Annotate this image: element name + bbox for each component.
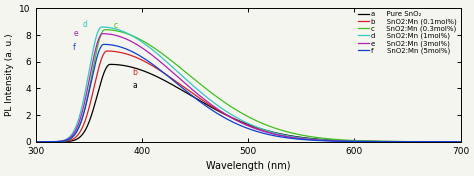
a     Pure SnO₂ <box>228 116 234 118</box>
e     SnO2:Mn (3mol%) <box>240 122 246 124</box>
Line: c     SnO2:Mn (0.3mol%): c SnO2:Mn (0.3mol%) <box>36 30 461 142</box>
Y-axis label: PL Intensity (a. u.): PL Intensity (a. u.) <box>5 34 14 116</box>
X-axis label: Wavelength (nm): Wavelength (nm) <box>206 161 291 171</box>
Line: a     Pure SnO₂: a Pure SnO₂ <box>36 64 461 142</box>
d     SnO2:Mn (1mol%) <box>228 113 234 115</box>
c     SnO2:Mn (0.3mol%) <box>228 106 234 108</box>
e     SnO2:Mn (3mol%) <box>100 33 106 35</box>
d     SnO2:Mn (1mol%) <box>446 141 451 143</box>
b     SnO2:Mn (0.1mol%) <box>446 141 451 143</box>
Text: e: e <box>74 29 78 38</box>
Text: a: a <box>132 81 137 90</box>
b     SnO2:Mn (0.1mol%) <box>446 141 451 143</box>
Legend: a     Pure SnO₂, b     SnO2:Mn (0.1mol%), c     SnO2:Mn (0.3mol%), d     SnO2:Mn: a Pure SnO₂, b SnO2:Mn (0.1mol%), c SnO2… <box>357 11 457 55</box>
b     SnO2:Mn (0.1mol%) <box>228 117 234 119</box>
e     SnO2:Mn (3mol%) <box>367 140 373 143</box>
f      SnO2:Mn (5mol%) <box>446 141 451 143</box>
e     SnO2:Mn (3mol%) <box>446 141 451 143</box>
e     SnO2:Mn (3mol%) <box>446 141 451 143</box>
e     SnO2:Mn (3mol%) <box>228 117 234 119</box>
b     SnO2:Mn (0.1mol%) <box>367 140 373 143</box>
c     SnO2:Mn (0.3mol%) <box>367 140 373 142</box>
Text: b: b <box>132 68 137 77</box>
a     Pure SnO₂ <box>33 141 38 143</box>
d     SnO2:Mn (1mol%) <box>33 141 38 143</box>
f      SnO2:Mn (5mol%) <box>367 141 373 143</box>
f      SnO2:Mn (5mol%) <box>240 125 246 127</box>
c     SnO2:Mn (0.3mol%) <box>446 141 451 143</box>
a     Pure SnO₂ <box>240 121 246 123</box>
b     SnO2:Mn (0.1mol%) <box>55 141 60 143</box>
a     Pure SnO₂ <box>55 141 60 143</box>
a     Pure SnO₂ <box>446 141 451 143</box>
d     SnO2:Mn (1mol%) <box>446 141 451 143</box>
f      SnO2:Mn (5mol%) <box>33 141 38 143</box>
d     SnO2:Mn (1mol%) <box>99 26 104 28</box>
a     Pure SnO₂ <box>367 140 373 142</box>
f      SnO2:Mn (5mol%) <box>55 140 60 143</box>
Line: d     SnO2:Mn (1mol%): d SnO2:Mn (1mol%) <box>36 27 461 142</box>
b     SnO2:Mn (0.1mol%) <box>240 122 246 124</box>
f      SnO2:Mn (5mol%) <box>101 43 107 45</box>
f      SnO2:Mn (5mol%) <box>458 141 464 143</box>
Line: f      SnO2:Mn (5mol%): f SnO2:Mn (5mol%) <box>36 44 461 142</box>
b     SnO2:Mn (0.1mol%) <box>104 50 110 52</box>
e     SnO2:Mn (3mol%) <box>55 140 60 143</box>
a     Pure SnO₂ <box>107 63 113 65</box>
c     SnO2:Mn (0.3mol%) <box>55 141 60 143</box>
b     SnO2:Mn (0.1mol%) <box>458 141 464 143</box>
e     SnO2:Mn (3mol%) <box>33 141 38 143</box>
a     Pure SnO₂ <box>446 141 451 143</box>
d     SnO2:Mn (1mol%) <box>55 140 60 143</box>
c     SnO2:Mn (0.3mol%) <box>446 141 451 143</box>
d     SnO2:Mn (1mol%) <box>458 141 464 143</box>
Line: b     SnO2:Mn (0.1mol%): b SnO2:Mn (0.1mol%) <box>36 51 461 142</box>
c     SnO2:Mn (0.3mol%) <box>102 29 108 31</box>
Line: e     SnO2:Mn (3mol%): e SnO2:Mn (3mol%) <box>36 34 461 142</box>
Text: f: f <box>73 43 75 52</box>
d     SnO2:Mn (1mol%) <box>240 120 246 122</box>
f      SnO2:Mn (5mol%) <box>446 141 451 143</box>
Text: d: d <box>82 20 87 29</box>
d     SnO2:Mn (1mol%) <box>367 140 373 143</box>
c     SnO2:Mn (0.3mol%) <box>33 141 38 143</box>
f      SnO2:Mn (5mol%) <box>228 120 234 122</box>
e     SnO2:Mn (3mol%) <box>458 141 464 143</box>
a     Pure SnO₂ <box>458 141 464 143</box>
Text: c: c <box>113 21 118 30</box>
c     SnO2:Mn (0.3mol%) <box>458 141 464 143</box>
b     SnO2:Mn (0.1mol%) <box>33 141 38 143</box>
c     SnO2:Mn (0.3mol%) <box>240 112 246 115</box>
